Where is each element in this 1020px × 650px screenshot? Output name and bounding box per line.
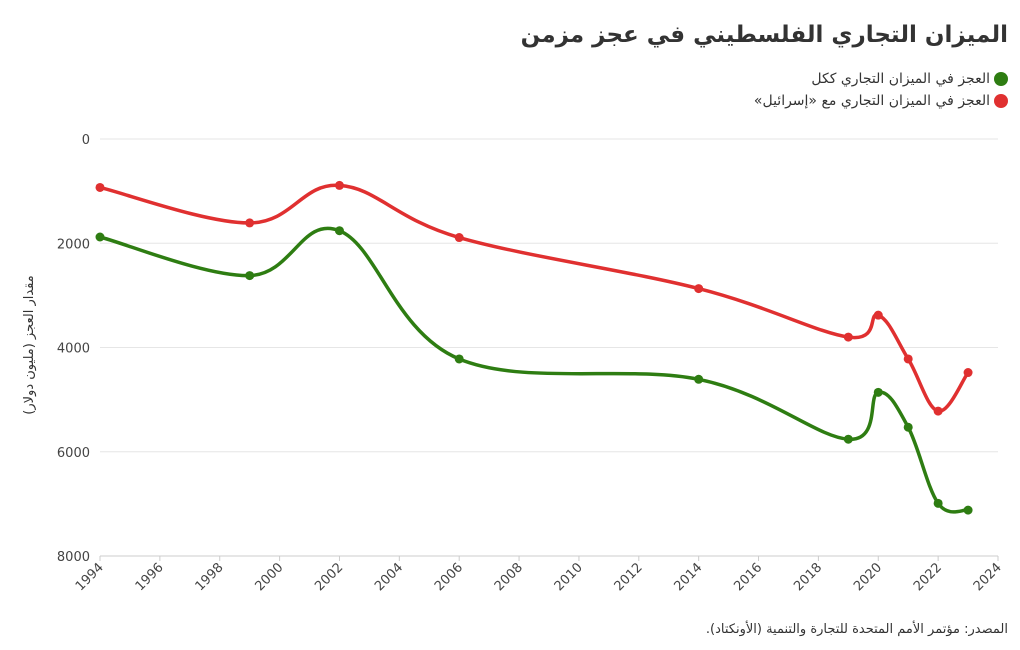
data-point-0-2019[interactable] bbox=[843, 434, 853, 444]
x-tick-label: 2006 bbox=[432, 560, 466, 594]
x-tick-label: 2024 bbox=[971, 560, 1005, 594]
data-point-1-2014[interactable] bbox=[694, 284, 704, 294]
data-point-0-2020[interactable] bbox=[873, 387, 883, 397]
data-point-0-1994[interactable] bbox=[95, 232, 105, 242]
legend-swatch-total bbox=[994, 72, 1008, 86]
legend-label-total: العجز في الميزان التجاري ككل bbox=[811, 71, 990, 87]
data-point-1-1999[interactable] bbox=[245, 218, 255, 228]
x-tick-label: 2010 bbox=[552, 560, 586, 594]
data-point-1-2023[interactable] bbox=[963, 368, 973, 378]
source-note: المصدر: مؤتمر الأمم المتحدة للتجارة والت… bbox=[705, 622, 1008, 637]
x-tick-label: 2008 bbox=[492, 560, 526, 594]
data-point-0-1999[interactable] bbox=[245, 271, 255, 281]
data-point-0-2022[interactable] bbox=[933, 498, 943, 508]
data-point-0-2023[interactable] bbox=[963, 505, 973, 515]
y-tick-label: 4000 bbox=[57, 342, 90, 357]
x-tick-label: 2002 bbox=[312, 560, 346, 594]
y-tick-label: 8000 bbox=[57, 550, 90, 565]
legend-swatch-israel bbox=[994, 94, 1008, 108]
series-line-0 bbox=[98, 226, 970, 514]
data-point-1-2022[interactable] bbox=[933, 406, 943, 416]
legend-item-israel-deficit[interactable]: العجز في الميزان التجاري مع «إسرائيل» bbox=[754, 93, 1008, 109]
y-tick-label: 2000 bbox=[57, 237, 90, 252]
y-tick-label: 6000 bbox=[57, 446, 90, 461]
x-tick-label: 2000 bbox=[252, 560, 286, 594]
series-group bbox=[95, 180, 973, 515]
y-tick-label: 0 bbox=[82, 133, 90, 148]
x-tick-label: 2012 bbox=[612, 560, 646, 594]
x-tick-label: 2004 bbox=[372, 560, 406, 594]
legend-item-total-deficit[interactable]: العجز في الميزان التجاري ككل bbox=[811, 71, 1008, 87]
data-point-0-2014[interactable] bbox=[694, 374, 704, 384]
x-tick-label: 2014 bbox=[671, 560, 705, 594]
data-point-1-2006[interactable] bbox=[454, 233, 464, 243]
x-tick-label: 2022 bbox=[911, 560, 945, 594]
x-tick-label: 1994 bbox=[73, 560, 107, 594]
data-point-0-2002[interactable] bbox=[334, 226, 344, 236]
x-tick-label: 2016 bbox=[731, 560, 765, 594]
data-point-0-2021[interactable] bbox=[903, 422, 913, 432]
x-tick-label: 2018 bbox=[791, 560, 825, 594]
series-line-1 bbox=[98, 183, 970, 413]
data-point-1-2020[interactable] bbox=[873, 310, 883, 320]
data-point-1-1994[interactable] bbox=[95, 182, 105, 192]
y-axis-label: مقدار العجز (مليون دولار) bbox=[22, 275, 37, 414]
data-point-1-2002[interactable] bbox=[334, 180, 344, 190]
data-point-1-2021[interactable] bbox=[903, 354, 913, 364]
data-point-1-2019[interactable] bbox=[843, 332, 853, 342]
x-tick-label: 2020 bbox=[851, 560, 885, 594]
x-tick-label: 1998 bbox=[193, 560, 227, 594]
data-point-0-2006[interactable] bbox=[454, 354, 464, 364]
legend-label-israel: العجز في الميزان التجاري مع «إسرائيل» bbox=[753, 93, 990, 109]
grid-lines bbox=[100, 138, 998, 557]
chart-title: الميزان التجاري الفلسطيني في عجز مزمن bbox=[520, 22, 1008, 48]
x-tick-label: 1996 bbox=[133, 560, 167, 594]
